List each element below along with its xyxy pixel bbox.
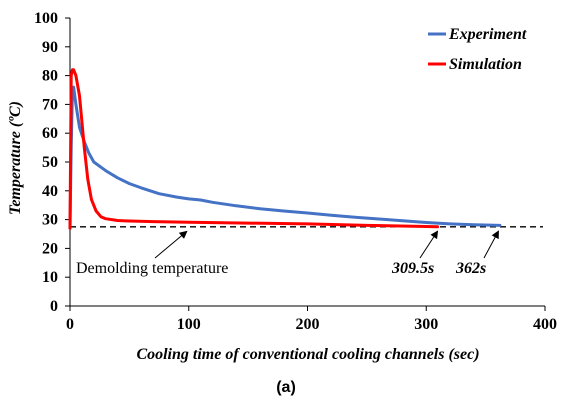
reference-line-label: Demolding temperature xyxy=(76,260,228,277)
annotation-arrow xyxy=(483,230,499,259)
x-tick-label: 300 xyxy=(414,316,438,333)
axes: 0 10 20 30 40 50 60 70 80 90 100 0 100 200 300 400 xyxy=(34,10,557,333)
legend: Experiment Simulation xyxy=(428,26,527,73)
y-tick-label: 10 xyxy=(42,269,58,286)
annotation-label: 362s xyxy=(455,260,486,277)
legend-label-simulation: Simulation xyxy=(449,56,522,73)
y-tick-label: 60 xyxy=(42,125,58,142)
figure-caption: (a) xyxy=(276,379,296,396)
y-tick-label: 90 xyxy=(42,39,58,56)
y-tick-label: 30 xyxy=(42,212,58,229)
y-tick-label: 50 xyxy=(42,154,58,171)
series-experiment-line xyxy=(68,85,502,230)
demolding-reference-line: Demolding temperature xyxy=(70,226,543,277)
reference-line-arrow xyxy=(154,230,188,259)
annotations: 309.5s 362s xyxy=(391,230,499,277)
y-tick-label: 80 xyxy=(42,68,58,85)
y-tick-label: 70 xyxy=(42,96,58,113)
y-tick-label: 0 xyxy=(50,298,58,315)
annotation-arrow xyxy=(419,230,439,259)
series-layer xyxy=(68,68,502,230)
x-tick-label: 200 xyxy=(296,316,320,333)
series-simulation-line xyxy=(68,68,439,230)
y-tick-label: 20 xyxy=(42,240,58,257)
x-tick-label: 400 xyxy=(533,316,557,333)
legend-label-experiment: Experiment xyxy=(448,26,527,43)
y-axis-title: Temperature (ºC) xyxy=(7,101,24,215)
x-tick-label: 100 xyxy=(177,316,201,333)
annotation-label: 309.5s xyxy=(391,260,434,277)
x-axis-title: Cooling time of conventional cooling cha… xyxy=(136,346,479,363)
y-tick-label: 40 xyxy=(42,183,58,200)
x-tick-label: 0 xyxy=(66,316,74,333)
y-tick-label: 100 xyxy=(34,10,58,27)
